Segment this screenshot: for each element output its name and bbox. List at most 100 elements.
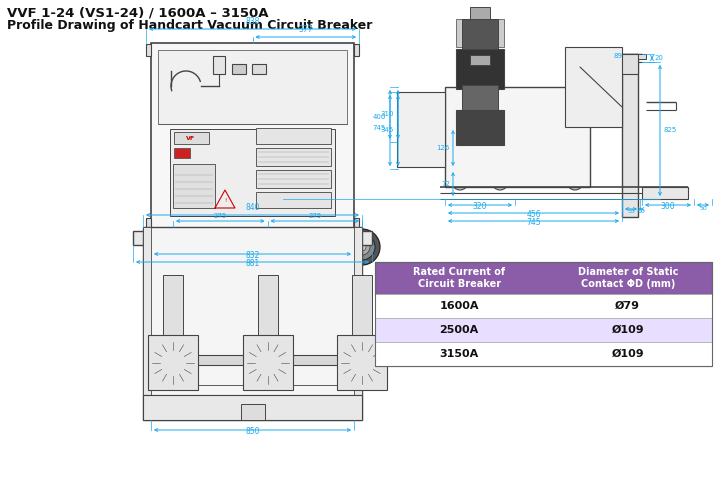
Text: 320: 320 <box>473 202 487 211</box>
Text: 838: 838 <box>245 17 260 26</box>
Circle shape <box>160 234 186 260</box>
Text: 840: 840 <box>245 203 260 212</box>
Text: 377: 377 <box>298 25 313 34</box>
Bar <box>565 47 622 127</box>
Circle shape <box>354 239 370 255</box>
Bar <box>354 218 359 230</box>
Bar <box>232 64 246 74</box>
Text: 832: 832 <box>245 251 260 260</box>
Circle shape <box>255 234 280 260</box>
Circle shape <box>497 179 503 185</box>
Bar <box>462 19 498 49</box>
Text: 89: 89 <box>614 53 622 59</box>
Bar <box>375 262 712 366</box>
Bar <box>352 275 372 365</box>
Bar <box>456 49 504 89</box>
Bar <box>146 44 151 56</box>
Circle shape <box>165 239 181 255</box>
Circle shape <box>262 358 273 368</box>
Circle shape <box>260 239 275 255</box>
Bar <box>456 110 504 145</box>
Circle shape <box>492 174 508 190</box>
Text: Diameter of Static
Contact ΦD (mm): Diameter of Static Contact ΦD (mm) <box>578 267 678 289</box>
Bar <box>354 227 362 420</box>
Text: VVF 1-24 (VS1-24) / 1600A – 3150A: VVF 1-24 (VS1-24) / 1600A – 3150A <box>7 7 268 20</box>
Circle shape <box>168 358 178 368</box>
Bar <box>170 129 335 216</box>
Bar <box>397 92 445 167</box>
Bar <box>462 85 498 110</box>
Bar <box>256 170 331 188</box>
Bar <box>256 148 331 166</box>
Circle shape <box>344 229 380 265</box>
Text: Ø109: Ø109 <box>611 349 644 359</box>
Bar <box>337 335 387 390</box>
Circle shape <box>314 235 321 241</box>
Circle shape <box>340 341 384 385</box>
Text: 1600A: 1600A <box>440 301 479 311</box>
Circle shape <box>158 348 188 378</box>
Circle shape <box>263 243 272 251</box>
Bar <box>174 132 209 144</box>
Bar <box>148 335 198 390</box>
Bar <box>151 43 354 231</box>
Circle shape <box>155 229 191 265</box>
Bar <box>256 192 331 208</box>
Circle shape <box>143 235 149 241</box>
Bar <box>153 355 352 365</box>
Text: 400: 400 <box>373 114 386 120</box>
Circle shape <box>571 91 583 103</box>
Text: Rated Current of
Circuit Breaker: Rated Current of Circuit Breaker <box>413 267 505 289</box>
Circle shape <box>349 234 375 260</box>
Text: 745: 745 <box>526 218 541 227</box>
Polygon shape <box>456 65 504 85</box>
Text: 345: 345 <box>381 128 394 134</box>
Circle shape <box>180 162 204 186</box>
Text: Ø109: Ø109 <box>611 325 644 335</box>
Bar <box>143 395 362 420</box>
Text: 2500A: 2500A <box>440 325 479 335</box>
Text: 825: 825 <box>664 128 677 134</box>
Bar <box>173 164 215 208</box>
Bar <box>470 55 490 65</box>
Bar <box>470 7 490 19</box>
Text: Ø79: Ø79 <box>615 301 640 311</box>
Text: 456: 456 <box>526 210 541 219</box>
Text: 3150A: 3150A <box>440 349 479 359</box>
Bar <box>375 262 712 294</box>
Bar <box>606 54 638 74</box>
Bar <box>146 218 151 230</box>
Text: 881: 881 <box>245 259 260 268</box>
Circle shape <box>249 408 257 416</box>
Bar <box>252 64 266 74</box>
Circle shape <box>249 229 286 265</box>
Text: 275: 275 <box>213 213 227 219</box>
Bar <box>375 342 712 366</box>
Circle shape <box>567 174 583 190</box>
Circle shape <box>185 235 192 241</box>
Text: Profile Drawing of Handcart Vacuum Circuit Breaker: Profile Drawing of Handcart Vacuum Circu… <box>7 19 372 32</box>
Text: 745: 745 <box>373 125 386 131</box>
Bar <box>354 44 359 56</box>
Circle shape <box>169 243 177 251</box>
Text: 50: 50 <box>637 209 645 214</box>
Bar <box>241 404 265 420</box>
Bar <box>163 275 183 365</box>
Text: 20: 20 <box>655 55 664 61</box>
Bar <box>257 275 278 365</box>
Text: 72: 72 <box>441 181 450 187</box>
Bar <box>242 335 293 390</box>
Text: 275: 275 <box>308 213 322 219</box>
Bar <box>642 187 688 199</box>
Circle shape <box>358 243 366 251</box>
Bar <box>143 227 362 420</box>
Circle shape <box>357 358 367 368</box>
Bar <box>375 318 712 342</box>
Bar <box>256 128 331 144</box>
Text: !: ! <box>224 199 226 203</box>
Text: 310: 310 <box>381 111 394 118</box>
Text: 850: 850 <box>245 427 260 436</box>
Bar <box>375 294 712 318</box>
Bar <box>213 56 225 74</box>
Circle shape <box>457 179 463 185</box>
